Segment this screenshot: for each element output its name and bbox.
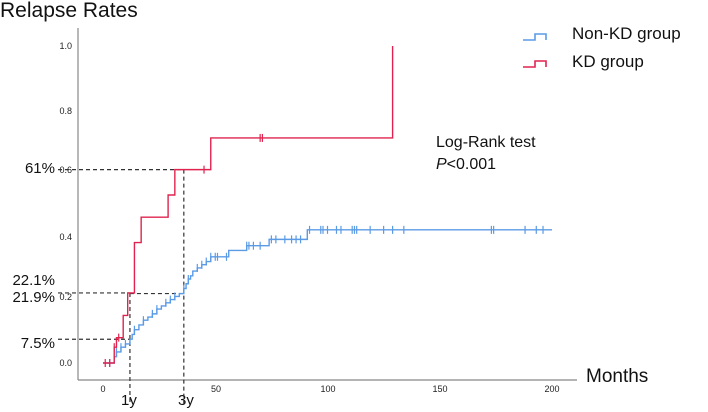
y-tick-0.2: 0.2 (59, 292, 72, 302)
x-tick-100: 100 (320, 384, 336, 394)
x-axis-title: Months (586, 366, 649, 387)
step-curve (103, 46, 394, 364)
x-tick-0: 0 (100, 384, 106, 394)
axes (77, 28, 577, 381)
annotation-22.1pct: 22.1% (12, 272, 55, 289)
legend-label-kd: KD group (572, 52, 644, 71)
y-tick-0.8: 0.8 (59, 106, 72, 116)
y-axis-title: Relapse Rates (0, 0, 138, 22)
stat-test-label: Log-Rank test (436, 134, 536, 151)
y-tick-0.4: 0.4 (59, 232, 72, 242)
series-non-kd (103, 225, 552, 367)
legend-icon-kd (523, 60, 547, 68)
p-value-label: P<0.001 (436, 156, 496, 174)
annotation-7.5pct: 7.5% (20, 335, 55, 352)
p-value: <0.001 (446, 156, 497, 173)
annotation-21.9pct: 21.9% (12, 289, 55, 306)
mark-3y: 3y (178, 392, 194, 409)
y-tick-0: 0.0 (59, 358, 72, 368)
p-symbol: P (436, 156, 447, 173)
legend-icon-non-kd (523, 33, 547, 41)
x-tick-50: 50 (210, 384, 221, 394)
series-layer (103, 46, 552, 367)
legend-label-non-kd: Non-KD group (572, 24, 681, 43)
reference-lines (58, 169, 185, 404)
legend-icons (523, 33, 547, 68)
annotation-61pct: 61% (24, 160, 55, 177)
y-tick-1.0: 1.0 (59, 41, 72, 51)
x-tick-200: 200 (544, 384, 560, 394)
mark-1y: 1y (121, 392, 137, 409)
x-tick-150: 150 (432, 384, 448, 394)
series-kd (103, 46, 394, 367)
